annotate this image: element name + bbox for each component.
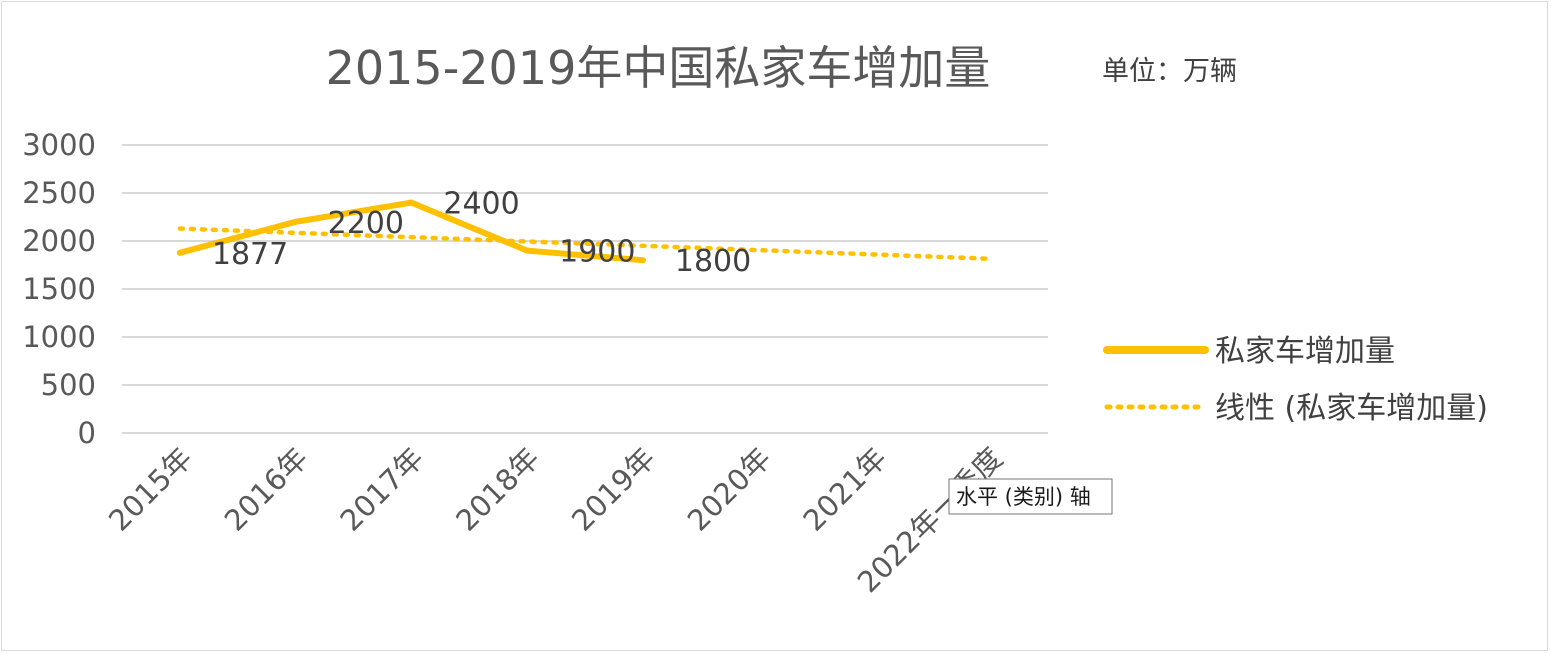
y-tick-label: 3000 [22,128,96,162]
trendline-series [177,226,993,262]
y-tick-label: 0 [78,416,96,450]
data-label: 1877 [212,237,288,272]
x-tick-label: 2020年 [681,441,778,538]
y-tick-label: 1000 [22,320,96,354]
gridlines [122,144,1048,434]
x-tick-label: 2017年 [334,441,431,538]
x-tick-label: 2021年 [797,441,894,538]
chart-title: 2015-2019年中国私家车增加量 [326,41,991,95]
x-axis-ticks: 2015年 2016年 2017年 2018年 2019年 2020年 2021年2022年… [102,441,1009,599]
data-point[interactable] [292,218,299,225]
data-point[interactable] [524,247,531,254]
data-labels: 1877 2200 2400 1900 1800 [212,187,751,280]
data-label: 2200 [328,206,404,241]
trendline[interactable] [177,226,993,262]
tooltip-box [948,478,1113,515]
legend-label-main: 私家车增加量 [1215,334,1395,369]
data-point[interactable] [176,249,183,256]
unit-label: 单位：万辆 [1102,56,1237,87]
y-tick-label: 500 [41,368,96,402]
data-point[interactable] [408,199,415,206]
tooltip-text: 水平 (类别) 轴 [956,485,1091,509]
x-tick-label: 2015年 [102,441,199,538]
data-label: 1900 [559,235,635,270]
data-label: 2400 [443,187,519,222]
legend[interactable]: 私家车增加量 线性 (私家车增加量) [1103,334,1488,426]
y-tick-label: 1500 [22,272,96,306]
y-tick-label: 2500 [22,176,96,210]
data-point[interactable] [639,257,646,264]
x-tick-label: 2016年 [218,441,315,538]
y-tick-label: 2000 [22,224,96,258]
legend-label-trend: 线性 (私家车增加量) [1215,391,1488,426]
x-tick-label: 2018年 [449,441,546,538]
axis-tooltip: 水平 (类别) 轴 [948,478,1113,515]
main-series [176,199,646,264]
x-tick-label: 2019年 [565,441,662,538]
y-axis-ticks: 0 500 1000 1500 2000 2500 3000 [22,128,96,450]
data-label: 1800 [675,244,751,279]
